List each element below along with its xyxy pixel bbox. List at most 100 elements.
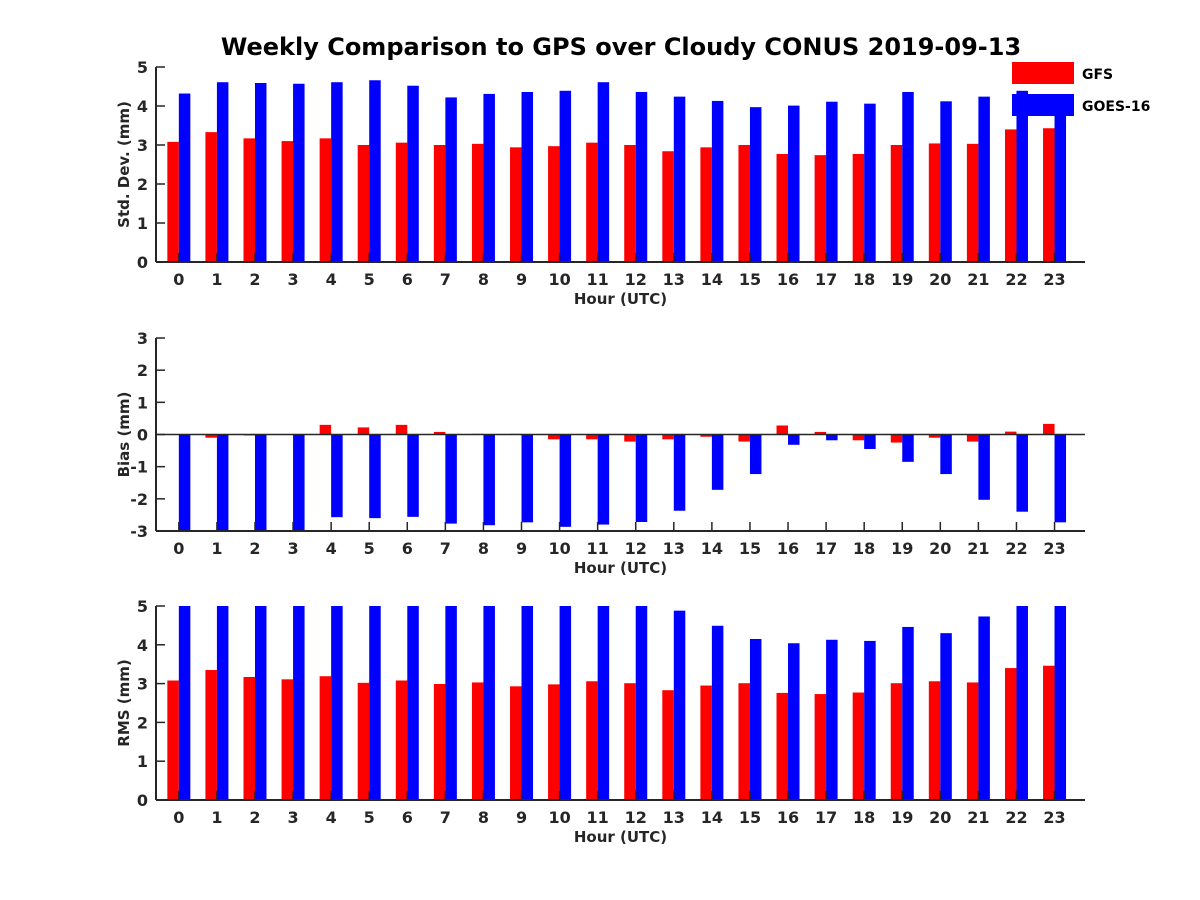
- x-tick-label: 4: [326, 539, 337, 558]
- x-tick-label: 18: [853, 270, 875, 289]
- x-tick-label: 16: [777, 539, 799, 558]
- bar-gfs-hour-15: [738, 683, 750, 800]
- x-tick-label: 14: [701, 808, 723, 827]
- bar-gfs-hour-11: [586, 142, 598, 262]
- bar-goes16-hour-7: [445, 606, 457, 800]
- bar-gfs-hour-23: [1043, 665, 1055, 800]
- bar-gfs-hour-22: [1004, 129, 1017, 262]
- bar-goes16-hour-15: [749, 107, 762, 262]
- x-tick-label: 7: [440, 539, 451, 558]
- bar-gfs-hour-20: [928, 681, 941, 800]
- x-tick-label: 8: [478, 808, 489, 827]
- bar-gfs-hour-16: [776, 153, 789, 262]
- x-tick-label: 16: [777, 270, 799, 289]
- bar-goes16-hour-23: [1054, 606, 1067, 800]
- bar-goes16-hour-5: [369, 434, 381, 519]
- x-tick-label: 15: [739, 539, 761, 558]
- bar-goes16-hour-21: [978, 96, 990, 262]
- bar-gfs-hour-13: [662, 434, 674, 440]
- bar-goes16-hour-14: [711, 100, 724, 262]
- bar-goes16-hour-1: [216, 434, 229, 531]
- x-tick-label: 2: [249, 808, 260, 827]
- x-tick-label: 4: [326, 808, 337, 827]
- bar-gfs-hour-4: [319, 138, 332, 262]
- x-tick-label: 5: [364, 808, 375, 827]
- bar-goes16-hour-23: [1054, 434, 1067, 523]
- bar-goes16-hour-20: [940, 434, 952, 475]
- x-tick-label: 21: [967, 270, 989, 289]
- x-tick-label: 17: [815, 539, 837, 558]
- y-axis-label: Bias (mm): [115, 392, 133, 478]
- y-axis-label: RMS (mm): [115, 659, 133, 746]
- x-tick-label: 18: [853, 539, 875, 558]
- bar-goes16-hour-4: [331, 82, 343, 262]
- x-tick-label: 0: [173, 539, 184, 558]
- bar-gfs-hour-16: [776, 425, 789, 435]
- bar-gfs-hour-15: [738, 434, 750, 442]
- bar-gfs-hour-23: [1043, 423, 1055, 435]
- bar-goes16-hour-8: [483, 93, 495, 262]
- bar-goes16-hour-11: [597, 606, 610, 800]
- bar-goes16-hour-4: [331, 606, 343, 800]
- x-tick-label: 15: [739, 270, 761, 289]
- x-tick-label: 2: [249, 539, 260, 558]
- bar-goes16-hour-20: [940, 101, 952, 262]
- bar-goes16-hour-5: [369, 80, 381, 262]
- x-tick-label: 17: [815, 808, 837, 827]
- bar-gfs-hour-14: [700, 147, 712, 262]
- x-tick-label: 3: [287, 539, 298, 558]
- y-tick-label: -3: [130, 522, 148, 541]
- bar-gfs-hour-11: [586, 681, 598, 800]
- bar-gfs-hour-18: [852, 153, 865, 262]
- bar-goes16-hour-8: [483, 434, 495, 526]
- bar-goes16-hour-22: [1016, 606, 1028, 800]
- bar-gfs-hour-1: [205, 434, 217, 438]
- y-tick-label: 3: [137, 675, 148, 694]
- bar-gfs-hour-10: [548, 684, 560, 800]
- x-tick-label: 4: [326, 270, 337, 289]
- x-tick-label: 0: [173, 270, 184, 289]
- bar-gfs-hour-17: [814, 155, 827, 262]
- y-axis-label: Std. Dev. (mm): [115, 101, 133, 228]
- bar-goes16-hour-15: [749, 434, 762, 475]
- bar-goes16-hour-2: [254, 82, 267, 262]
- bar-goes16-hour-20: [940, 633, 952, 800]
- bar-goes16-hour-10: [559, 434, 572, 527]
- bar-goes16-hour-16: [788, 434, 800, 445]
- bar-gfs-hour-5: [357, 682, 370, 800]
- bar-gfs-hour-12: [624, 434, 636, 442]
- y-tick-label: 4: [137, 636, 148, 655]
- x-tick-label: 22: [1005, 270, 1027, 289]
- bar-goes16-hour-16: [788, 105, 800, 262]
- bar-gfs-hour-3: [281, 141, 294, 262]
- bar-goes16-hour-10: [559, 606, 572, 800]
- bar-gfs-hour-8: [471, 143, 484, 262]
- bar-gfs-hour-7: [433, 145, 446, 262]
- bar-goes16-hour-9: [521, 91, 534, 262]
- y-tick-label: 4: [137, 97, 148, 116]
- y-tick-label: 1: [137, 214, 148, 233]
- x-tick-label: 20: [929, 808, 951, 827]
- x-tick-label: 0: [173, 808, 184, 827]
- bar-gfs-hour-13: [662, 151, 674, 262]
- x-tick-label: 13: [663, 270, 685, 289]
- y-tick-label: 2: [137, 361, 148, 380]
- bar-goes16-hour-13: [673, 610, 686, 800]
- bar-gfs-hour-5: [357, 145, 370, 262]
- x-axis-label: Hour (UTC): [574, 828, 667, 846]
- y-tick-label: -1: [130, 458, 148, 477]
- bar-goes16-hour-12: [635, 91, 648, 262]
- bar-goes16-hour-0: [178, 606, 191, 800]
- bar-goes16-hour-1: [216, 82, 229, 262]
- y-tick-label: 0: [137, 426, 148, 445]
- bar-gfs-hour-19: [890, 145, 903, 262]
- bar-gfs-hour-0: [167, 141, 179, 262]
- bar-gfs-hour-21: [966, 143, 979, 262]
- chart-legend: GFS GOES-16: [1012, 62, 1150, 116]
- x-tick-label: 19: [891, 808, 913, 827]
- bar-goes16-hour-0: [178, 434, 191, 531]
- bar-gfs-hour-17: [814, 694, 827, 800]
- bar-gfs-hour-9: [510, 147, 522, 262]
- x-tick-label: 20: [929, 539, 951, 558]
